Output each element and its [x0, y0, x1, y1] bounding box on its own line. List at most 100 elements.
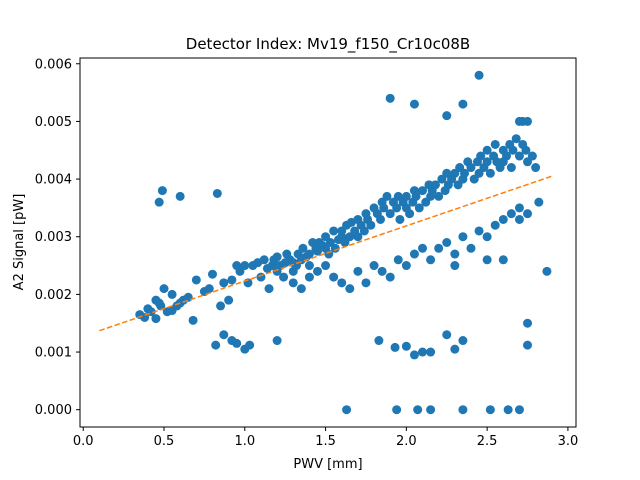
data-point — [426, 405, 436, 415]
x-axis-label: PWV [mm] — [293, 457, 362, 472]
data-point — [514, 203, 524, 213]
data-point — [418, 243, 428, 253]
data-point — [183, 292, 193, 302]
data-point — [521, 145, 531, 155]
chart-title: Detector Index: Mv19_f150_Cr10c08B — [186, 35, 470, 54]
data-point — [523, 318, 533, 328]
data-point — [502, 151, 512, 161]
data-point — [506, 163, 516, 173]
data-point — [498, 214, 508, 224]
data-point — [482, 157, 492, 167]
data-point — [321, 261, 331, 271]
y-axis-label: A2 Signal [pW] — [12, 194, 27, 291]
data-point — [450, 344, 460, 354]
data-point — [304, 249, 314, 259]
data-point — [430, 180, 440, 190]
data-point — [259, 255, 269, 265]
data-point — [188, 315, 198, 325]
data-point — [498, 255, 508, 265]
data-point — [175, 191, 185, 201]
data-point — [385, 272, 395, 282]
data-point — [264, 284, 274, 294]
plot-area — [99, 70, 553, 415]
data-point — [534, 197, 544, 207]
y-axis: 0.000 0.001 0.002 0.003 0.004 0.005 0.006 — [35, 57, 80, 418]
data-point — [460, 168, 470, 178]
data-point — [511, 134, 521, 144]
data-point — [482, 255, 492, 265]
data-point — [450, 249, 460, 259]
data-point — [211, 340, 221, 350]
data-point — [382, 191, 392, 201]
data-point — [506, 209, 516, 219]
data-point — [458, 405, 468, 415]
data-point — [359, 226, 369, 236]
data-point — [272, 336, 282, 346]
data-point — [450, 261, 460, 271]
x-tick-label: 2.5 — [477, 434, 498, 449]
data-point — [232, 338, 242, 348]
data-point — [337, 278, 347, 288]
data-point — [279, 272, 289, 282]
data-point — [514, 151, 524, 161]
axes-frame — [79, 57, 577, 428]
data-point — [219, 278, 229, 288]
x-tick-label: 1.0 — [234, 434, 255, 449]
data-point — [298, 243, 308, 253]
data-point — [376, 214, 386, 224]
data-point — [159, 284, 169, 294]
x-tick-label: 0.0 — [73, 434, 94, 449]
data-point — [392, 405, 402, 415]
data-point — [426, 255, 436, 265]
data-point — [442, 111, 452, 121]
data-point — [476, 151, 486, 161]
data-point — [405, 209, 415, 219]
data-point — [330, 243, 340, 253]
data-point — [353, 232, 363, 242]
data-point — [304, 272, 314, 282]
data-point — [442, 238, 452, 247]
data-point — [240, 261, 250, 271]
data-point — [272, 252, 282, 262]
data-point — [369, 261, 379, 271]
data-point — [527, 151, 537, 161]
data-point — [227, 275, 237, 285]
data-point — [329, 272, 339, 282]
data-point — [288, 278, 298, 288]
data-point — [401, 341, 411, 351]
data-point — [219, 330, 229, 340]
y-tick-label: 0.004 — [35, 173, 72, 188]
data-point — [458, 336, 468, 346]
data-point — [296, 284, 306, 294]
data-point — [482, 232, 492, 242]
data-point — [224, 295, 234, 305]
data-point — [474, 226, 484, 236]
x-tick-label: 0.5 — [154, 434, 175, 449]
data-point — [393, 255, 403, 265]
data-point — [409, 350, 419, 360]
data-point — [523, 340, 533, 350]
x-tick-label: 3.0 — [558, 434, 579, 449]
data-point — [401, 191, 411, 201]
data-point — [245, 340, 255, 350]
x-axis: 0.0 0.5 1.0 1.5 2.0 2.5 3.0 — [73, 427, 578, 449]
data-point — [411, 191, 421, 201]
data-point — [523, 116, 533, 126]
x-tick-label: 2.0 — [396, 434, 417, 449]
data-point — [390, 342, 400, 352]
data-point — [523, 209, 533, 219]
data-point — [385, 93, 395, 103]
data-point — [514, 214, 524, 224]
data-point — [353, 266, 363, 276]
data-point — [490, 220, 500, 230]
data-point — [418, 186, 428, 196]
data-point — [531, 163, 541, 173]
y-tick-label: 0.002 — [35, 288, 72, 303]
data-point — [191, 275, 201, 285]
y-tick-label: 0.006 — [35, 57, 72, 72]
data-point — [414, 203, 424, 213]
data-point — [490, 139, 500, 149]
data-point — [361, 278, 371, 288]
